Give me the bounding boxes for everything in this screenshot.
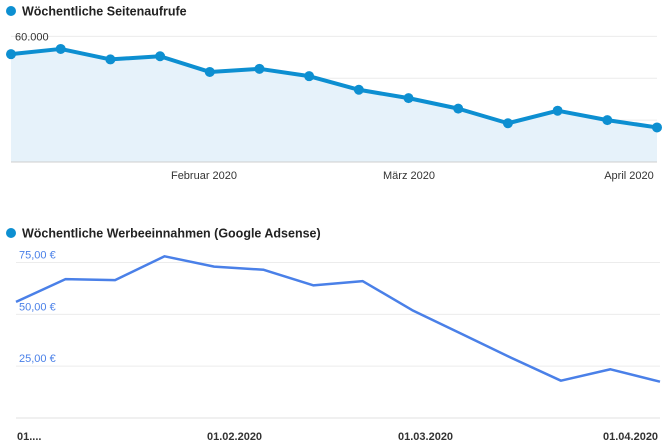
data-point[interactable]: [403, 93, 414, 104]
y-tick-label: 50,00 €: [19, 301, 56, 313]
x-tick-label: Februar 2020: [171, 170, 237, 182]
series-line: [15, 255, 661, 383]
data-point[interactable]: [353, 84, 364, 95]
data-point[interactable]: [105, 54, 116, 65]
data-point[interactable]: [204, 66, 215, 77]
y-tick-label: 60.000: [15, 31, 49, 43]
x-tick-label: 01.03.2020: [398, 431, 453, 443]
data-point[interactable]: [453, 103, 464, 114]
data-point[interactable]: [502, 118, 513, 129]
revenue-chart: 75,00 € 50,00 € 25,00 € 01.... 01.02.2020 01.…: [15, 250, 661, 443]
data-point[interactable]: [652, 122, 662, 133]
data-point[interactable]: [6, 49, 16, 60]
series-line: [10, 46, 658, 130]
chart-title-revenue: Wöchentliche Werbeeinnahmen (Google Adse…: [22, 227, 321, 241]
legend-dot-pageviews: [6, 6, 16, 16]
data-point[interactable]: [602, 115, 613, 126]
x-tick-label: März 2020: [383, 170, 435, 182]
data-point[interactable]: [55, 43, 66, 54]
x-tick-label: 01.02.2020: [207, 431, 262, 443]
data-point[interactable]: [304, 71, 315, 82]
data-point[interactable]: [155, 51, 166, 62]
area-fill: [11, 48, 657, 162]
x-tick-label: 01....: [17, 431, 41, 443]
legend-dot-revenue: [6, 228, 16, 238]
data-point[interactable]: [254, 63, 265, 74]
x-tick-label: 01.04.2020: [603, 431, 658, 443]
data-point[interactable]: [552, 105, 563, 116]
x-tick-label: April 2020: [604, 170, 654, 182]
y-tick-label: 75,00 €: [19, 250, 56, 262]
y-tick-label: 25,00 €: [19, 353, 56, 365]
chart-title-pageviews: Wöchentliche Seitenaufrufe: [22, 5, 187, 19]
